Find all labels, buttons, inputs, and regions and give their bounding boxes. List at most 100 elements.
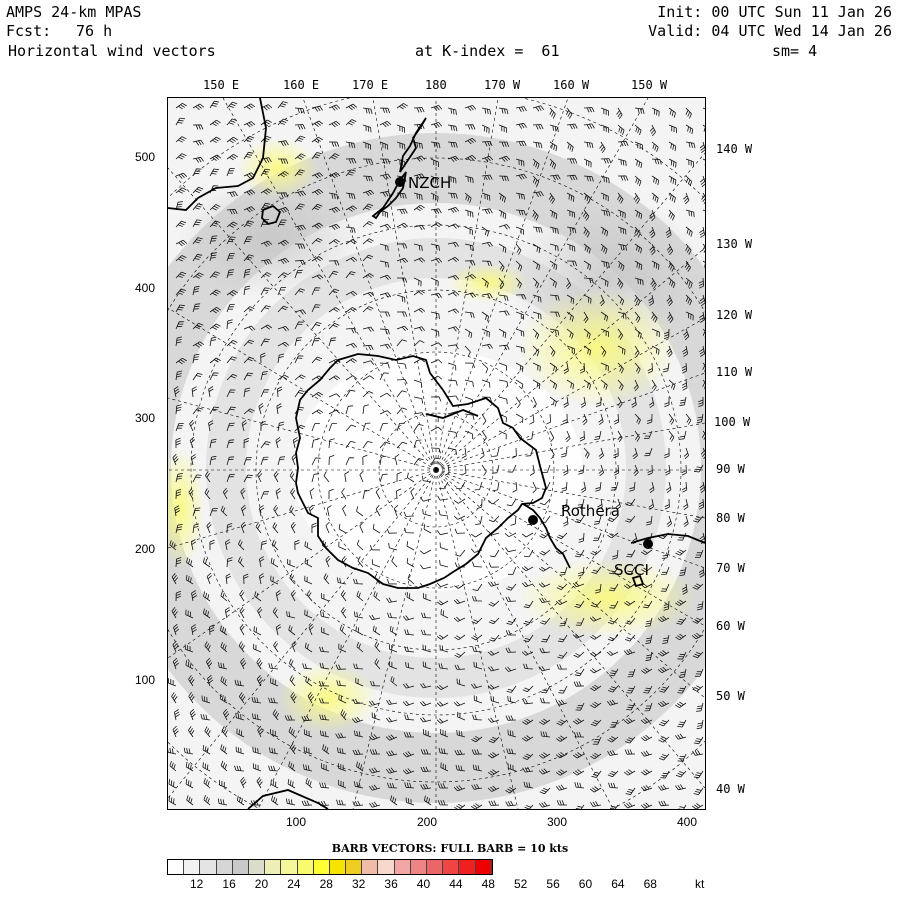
wind-barb: [311, 356, 323, 364]
map-canvas: NZCH Rothera SCCI: [168, 98, 705, 809]
wind-barb: [566, 379, 575, 390]
wind-barb: [413, 173, 426, 180]
wind-barb: [515, 158, 525, 167]
wind-barb: [311, 238, 323, 245]
wind-barb: [598, 464, 604, 477]
wind-barb: [677, 685, 687, 694]
wind-barb: [270, 557, 279, 568]
wind-barb: [556, 583, 568, 590]
wind-barb: [419, 701, 432, 707]
wind-barb: [464, 345, 471, 357]
wind-barb: [532, 260, 541, 271]
wind-barb: [521, 581, 534, 588]
wind-barb: [664, 498, 670, 510]
wind-barb: [640, 769, 653, 776]
wind-barb: [532, 158, 540, 170]
wind-barb: [559, 566, 568, 576]
wind-barb: [481, 379, 491, 388]
lon-label-80w: 80 W: [716, 511, 745, 525]
wind-barb: [649, 481, 655, 494]
wind-barb: [693, 515, 704, 523]
wind-barb: [515, 243, 522, 255]
wind-barb: [172, 657, 179, 670]
color-swatch: [394, 860, 411, 874]
wind-barb: [405, 797, 415, 806]
wind-barb: [260, 371, 268, 381]
wind-barb: [396, 222, 409, 229]
wind-barb: [583, 260, 592, 271]
wind-barb: [243, 573, 249, 585]
wind-barb: [311, 152, 322, 160]
wind-barb: [607, 532, 619, 539]
wind-barb: [311, 222, 324, 229]
wind-barb: [396, 325, 409, 331]
wind-barb: [243, 325, 256, 331]
wind-barb: [668, 158, 677, 168]
wind-barb: [600, 107, 609, 116]
wind-barb: [291, 640, 297, 653]
wind-barb: [691, 803, 704, 809]
wind-barb: [192, 219, 202, 228]
wind-barb: [498, 260, 505, 272]
wind-barb: [595, 396, 602, 408]
wind-barb: [396, 124, 405, 133]
wind-barb: [421, 612, 432, 619]
wind-barb: [634, 345, 640, 358]
legend-tick-label: 28: [319, 877, 333, 891]
wind-barb: [643, 430, 653, 439]
wind-barb: [275, 487, 281, 500]
wind-barb: [438, 663, 449, 670]
wind-barb: [379, 372, 389, 381]
wind-barb: [436, 600, 449, 606]
wind-barb: [260, 287, 270, 296]
wind-barb: [253, 643, 262, 653]
wind-barb: [505, 630, 516, 636]
wind-barb: [631, 396, 637, 408]
wind-barb: [202, 762, 211, 772]
wind-barb: [259, 505, 265, 517]
wind-barb: [422, 644, 432, 653]
wind-barb: [260, 240, 273, 247]
wind-barb: [243, 236, 253, 245]
wind-barb: [379, 158, 391, 164]
wind-barb: [175, 255, 187, 262]
wind-barb: [221, 726, 228, 738]
wind-barb: [464, 137, 477, 145]
wind-barb: [617, 328, 624, 340]
wind-barb: [461, 447, 467, 459]
wind-barb: [454, 651, 466, 658]
wind-barb: [294, 135, 306, 143]
wind-barb: [692, 583, 704, 590]
wind-barb: [675, 770, 687, 778]
wind-barb: [532, 243, 541, 254]
wind-barb: [294, 224, 306, 231]
wind-barb: [440, 728, 449, 738]
legend-tick-label: 60: [578, 877, 593, 891]
wind-barb: [600, 226, 609, 237]
wind-barb: [356, 641, 364, 653]
wind-barb: [572, 752, 585, 759]
wind-barb: [505, 547, 517, 553]
station-scci-label: SCCI: [614, 561, 649, 579]
color-swatch: [459, 860, 476, 874]
wind-barb: [481, 141, 493, 147]
wind-barb: [171, 692, 178, 704]
wind-barb: [304, 558, 313, 568]
wind-barb: [481, 362, 489, 374]
wind-barb: [168, 796, 177, 806]
wind-barb: [251, 696, 262, 704]
wind-barb: [539, 597, 551, 603]
wind-barb: [488, 498, 500, 505]
color-swatch: [378, 860, 395, 874]
wind-barb: [668, 107, 676, 118]
wind-barb: [430, 457, 441, 466]
color-swatch: [216, 860, 233, 874]
y-tick-100: 100: [135, 673, 156, 687]
wind-barb: [336, 680, 347, 687]
wind-barb: [362, 175, 373, 182]
wind-barb: [218, 662, 228, 670]
wind-barb: [549, 277, 557, 288]
wind-barb: [649, 243, 656, 256]
wind-barb: [420, 564, 432, 570]
color-swatch: [232, 860, 249, 874]
